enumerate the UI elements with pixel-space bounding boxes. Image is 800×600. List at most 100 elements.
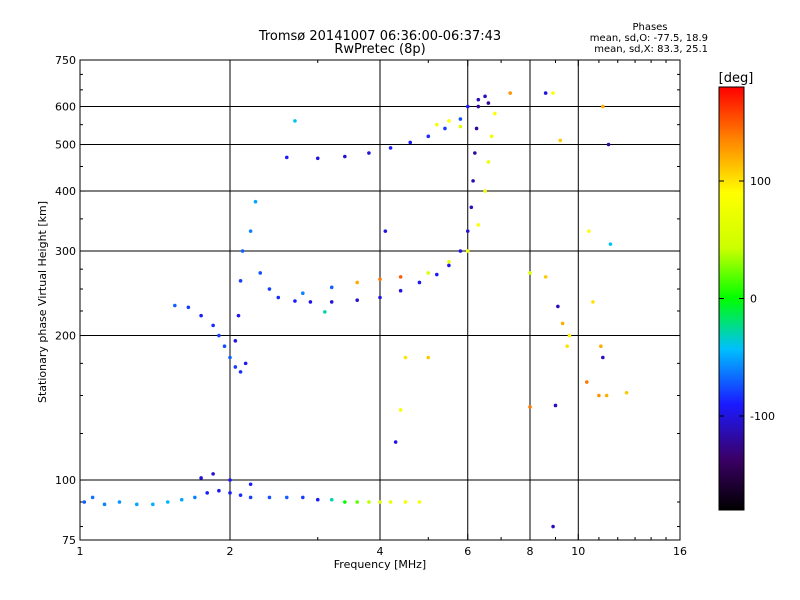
data-point [476,104,481,109]
data-point [434,122,439,127]
data-point [228,491,232,495]
data-point [493,111,497,116]
data-point [186,305,191,310]
data-point [301,495,305,500]
data-point [238,493,243,497]
data-point [584,380,589,384]
data-point [102,502,107,507]
data-point [597,393,601,398]
data-point [248,229,253,233]
data-point [465,249,470,253]
data-point [551,524,555,529]
colorbar-tick-label: 100 [750,175,771,188]
data-point [293,299,297,303]
data-point [233,365,238,369]
data-point [205,491,209,495]
data-point [329,497,334,502]
data-point [323,310,327,314]
data-point [624,390,629,395]
data-point [474,126,479,131]
x-tick-label: 4 [377,545,384,558]
x-tick-label: 6 [464,545,471,558]
data-point [308,300,313,304]
data-point [408,140,413,145]
data-point [253,199,258,204]
data-point [398,288,403,293]
data-point [284,155,289,160]
data-point [599,344,603,349]
colorbar-tick-label: 0 [750,293,757,306]
data-point [508,91,512,95]
data-point [151,502,155,507]
data-point [606,142,611,147]
data-point [591,300,595,304]
data-point [117,500,122,504]
phases-title: Phases [632,22,667,33]
data-point [447,119,451,123]
data-point [388,500,393,504]
data-point [248,495,253,500]
data-point [378,500,382,504]
y-tick-label: 600 [55,101,76,114]
data-point [267,287,272,291]
chart-subtitle: RwPretec (8p) [334,42,425,57]
data-point [199,476,203,480]
data-point [378,277,382,282]
data-point [528,405,532,409]
data-point [211,323,215,328]
data-point [465,104,470,109]
data-point [179,497,184,502]
colorbar-ticks: 100 0 -100 [719,175,775,423]
data-point [458,117,463,121]
data-point [587,229,591,233]
data-point [301,291,305,296]
data-point [315,497,320,502]
x-tick-label: 2 [227,545,234,558]
data-point [383,229,388,233]
data-point [367,500,371,504]
data-point [558,138,563,143]
data-point [329,285,334,290]
data-point [398,275,403,279]
data-point [608,242,613,246]
data-point [434,272,439,277]
data-point [398,408,403,412]
data-point [240,249,245,253]
plot-frame [79,59,681,541]
data-point [483,94,487,99]
data-point [458,124,463,129]
data-point [267,495,272,500]
y-tick-label: 300 [55,245,76,258]
data-point [426,134,431,139]
x-tick-label: 16 [673,545,687,558]
y-tick-label: 500 [55,139,76,152]
data-point [604,393,609,398]
y-tick-label: 400 [55,185,76,198]
data-point [243,361,248,366]
data-point [469,205,474,210]
data-point [193,495,197,500]
data-point [315,156,320,161]
data-point [393,440,398,444]
data-point [417,280,422,285]
data-point [528,271,532,275]
data-point [556,304,560,309]
colorbar-tick-label: -100 [750,410,775,423]
data-point [343,500,347,504]
data-point [343,154,347,159]
data-point [173,303,177,308]
data-point [565,344,569,349]
data-point [601,355,605,360]
data-point [447,263,451,268]
data-point [417,500,422,504]
data-point [165,500,170,504]
data-point [284,495,289,500]
x-axis-label: Frequency [MHz] [334,558,426,571]
data-point [355,500,359,504]
data-point [489,134,494,139]
data-point [426,271,431,275]
x-tick-label: 1 [77,545,84,558]
data-point [551,91,555,95]
data-point [238,370,243,374]
